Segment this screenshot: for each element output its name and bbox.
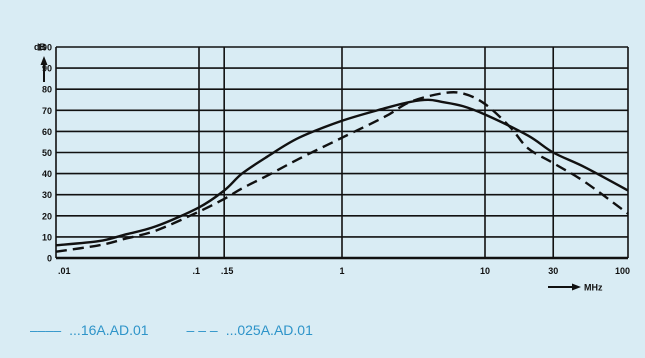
x-tick-label: .01 <box>58 266 71 276</box>
x-tick-label: .1 <box>192 266 200 276</box>
legend-sample-solid: –––– <box>30 322 62 338</box>
y-tick-label: 10 <box>42 232 52 242</box>
x-axis-label: MHz <box>584 283 603 293</box>
legend-label-solid: ...16A.AD.01 <box>69 322 149 338</box>
x-tick-label: 10 <box>480 266 490 276</box>
x-tick-label: 1 <box>339 266 344 276</box>
y-tick-label: 60 <box>42 127 52 137</box>
y-axis-arrow <box>40 56 48 82</box>
legend-sample-dashed: – – – <box>186 322 218 338</box>
legend-item-solid: –––– ...16A.AD.01 <box>30 322 149 338</box>
series-line-dashed <box>55 91 629 253</box>
y-axis-label: dB <box>34 42 46 52</box>
x-axis-arrow <box>548 283 581 291</box>
y-tick-label: 20 <box>42 211 52 221</box>
chart-area: 0 10 20 30 40 50 60 70 80 90 100 .01.1.15 1 10 30 100 … <box>34 42 630 293</box>
legend: –––– ...16A.AD.01 – – – ...025A.AD.01 <box>30 322 351 338</box>
y-tick-label: 100 <box>37 43 52 53</box>
y-tick-label: 70 <box>42 106 52 116</box>
legend-item-dashed: – – – ...025A.AD.01 <box>187 322 313 338</box>
x-tick-label: 100 <box>615 266 630 276</box>
y-tick-label: 80 <box>42 85 52 95</box>
x-tick-labels: .01 .1 .15 1 10 30 100 <box>58 266 630 276</box>
series-line-solid <box>55 98 629 247</box>
y-tick-label: 30 <box>42 190 52 200</box>
y-tick-labels: 0 10 20 30 40 50 60 70 80 90 100 <box>37 43 52 264</box>
y-tick-label: 50 <box>42 148 52 158</box>
y-tick-label: 90 <box>42 64 52 74</box>
y-tick-label: 0 <box>47 254 52 264</box>
x-tick-label: 30 <box>548 266 558 276</box>
grid-layer <box>55 46 629 260</box>
series-layer <box>55 91 629 253</box>
y-tick-label: 40 <box>42 169 52 179</box>
legend-label-dashed: ...025A.AD.01 <box>225 322 313 338</box>
x-tick-label: .15 <box>221 266 234 276</box>
